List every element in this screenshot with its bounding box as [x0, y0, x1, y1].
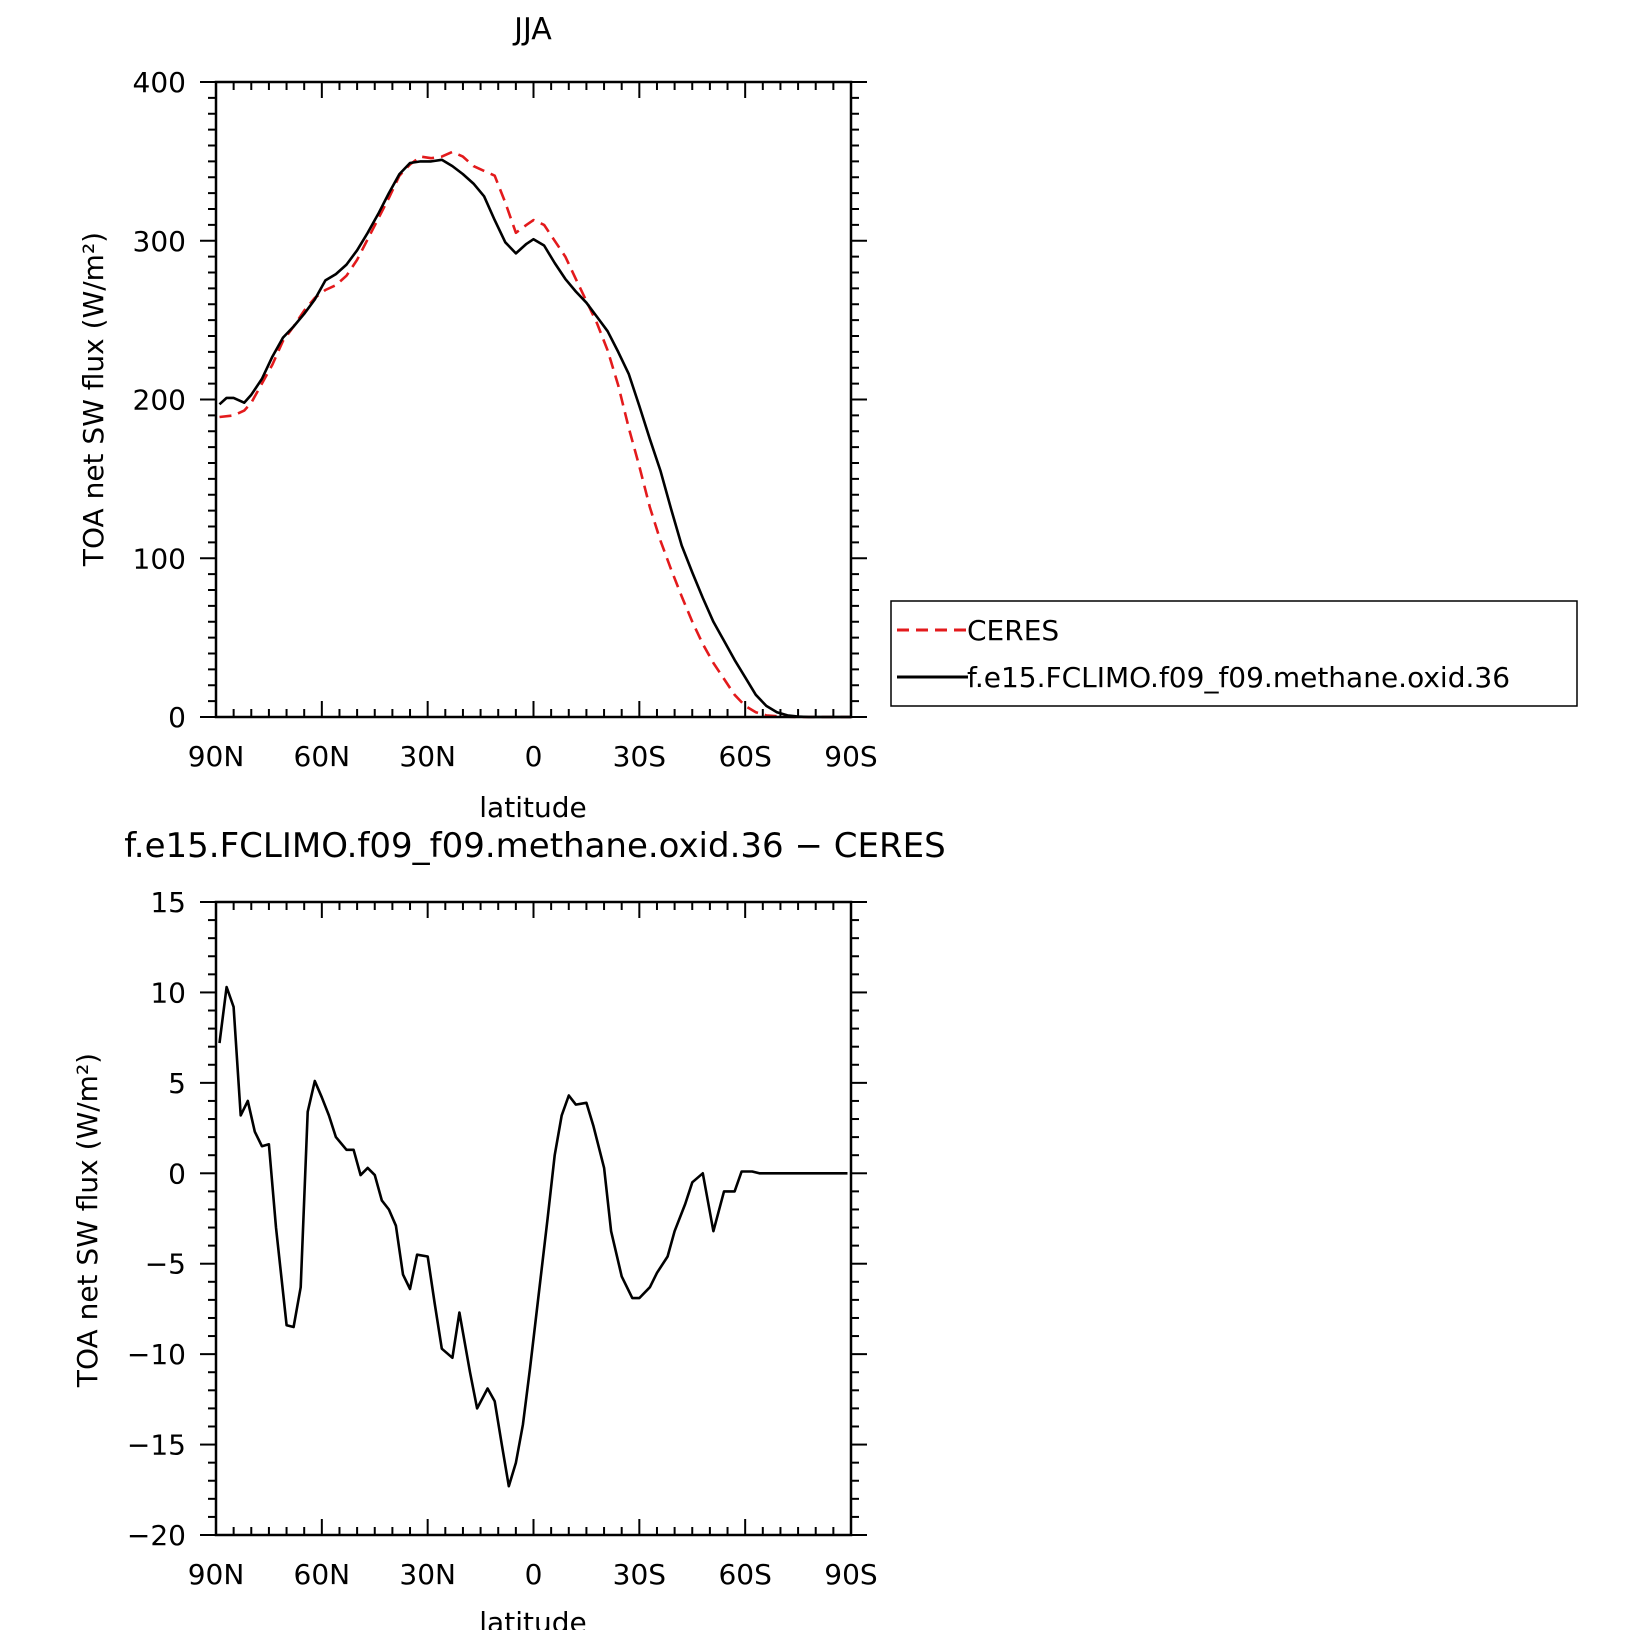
top-x-tick-label: 0	[525, 740, 543, 773]
bottom-ticks-layer	[200, 901, 867, 1536]
top-y-axis-label: TOA net SW flux (W/m²)	[77, 232, 110, 567]
top-y-tick-label: 200	[133, 384, 186, 417]
top-x-axis-label: latitude	[479, 791, 586, 824]
top-x-tick-label: 60N	[294, 740, 351, 773]
bottom-panel: f.e15.FCLIMO.f09_f09.methane.oxid.36 − C…	[71, 826, 946, 1630]
top-y-tick-label: 100	[133, 542, 186, 575]
top-y-tick-label: 0	[168, 701, 186, 734]
top-chart-title: JJA	[512, 12, 552, 47]
bottom-x-tick-label: 0	[525, 1558, 543, 1591]
bottom-x-tick-label: 90N	[188, 1558, 245, 1591]
bottom-x-tick-label: 60S	[718, 1558, 771, 1591]
bottom-x-axis-label: latitude	[479, 1606, 586, 1630]
bottom-y-axis-label: TOA net SW flux (W/m²)	[71, 1053, 104, 1388]
legend: CERES f.e15.FCLIMO.f09_f09.methane.oxid.…	[890, 600, 1578, 707]
bottom-y-tick-label: 10	[150, 976, 186, 1009]
bottom-x-tick-label: 30S	[613, 1558, 666, 1591]
bottom-chart-title: f.e15.FCLIMO.f09_f09.methane.oxid.36 − C…	[124, 826, 945, 866]
bottom-series-layer	[218, 985, 848, 1488]
top-x-tick-label: 90S	[824, 740, 877, 773]
top-tick-labels: 90N 60N 30N 0 30S 60S 90S 0 100 200 300 400	[133, 66, 878, 773]
top-y-tick-label: 400	[133, 66, 186, 99]
top-series-line-f-e15-fclimo-f09-f09-methane-oxid-36	[218, 158, 851, 719]
bottom-series-line-0	[218, 985, 848, 1488]
bottom-x-tick-label: 60N	[294, 1558, 351, 1591]
bottom-y-tick-label: −20	[127, 1519, 186, 1552]
legend-box	[890, 600, 1578, 707]
bottom-plot-frame	[214, 900, 853, 1537]
top-y-tick-label: 300	[133, 225, 186, 258]
bottom-x-tick-label: 30N	[399, 1558, 456, 1591]
bottom-y-tick-label: −15	[127, 1429, 186, 1462]
top-x-tick-label: 30N	[399, 740, 456, 773]
top-x-tick-label: 60S	[718, 740, 771, 773]
bottom-tick-labels: 90N 60N 30N 0 30S 60S 90S −20 −15 −10 −5 0 5 10 15	[127, 886, 878, 1591]
legend-label-ceres: CERES	[967, 614, 1059, 647]
bottom-y-tick-label: 15	[150, 886, 186, 919]
top-x-tick-label: 30S	[613, 740, 666, 773]
bottom-y-tick-label: −10	[127, 1338, 186, 1371]
bottom-y-tick-label: 0	[168, 1157, 186, 1190]
bottom-x-tick-label: 90S	[824, 1558, 877, 1591]
bottom-y-tick-label: 5	[168, 1067, 186, 1100]
top-series-layer	[218, 150, 851, 719]
top-panel: JJA 90N 60N 30N 0 30S 60S 90S 0 100 200 300 400 lat…	[77, 12, 878, 824]
top-x-tick-label: 90N	[188, 740, 245, 773]
bottom-y-tick-label: −5	[145, 1248, 186, 1281]
legend-label-model: f.e15.FCLIMO.f09_f09.methane.oxid.36	[967, 661, 1510, 694]
top-series-line-ceres	[219, 150, 851, 719]
top-plot-frame	[214, 80, 853, 719]
